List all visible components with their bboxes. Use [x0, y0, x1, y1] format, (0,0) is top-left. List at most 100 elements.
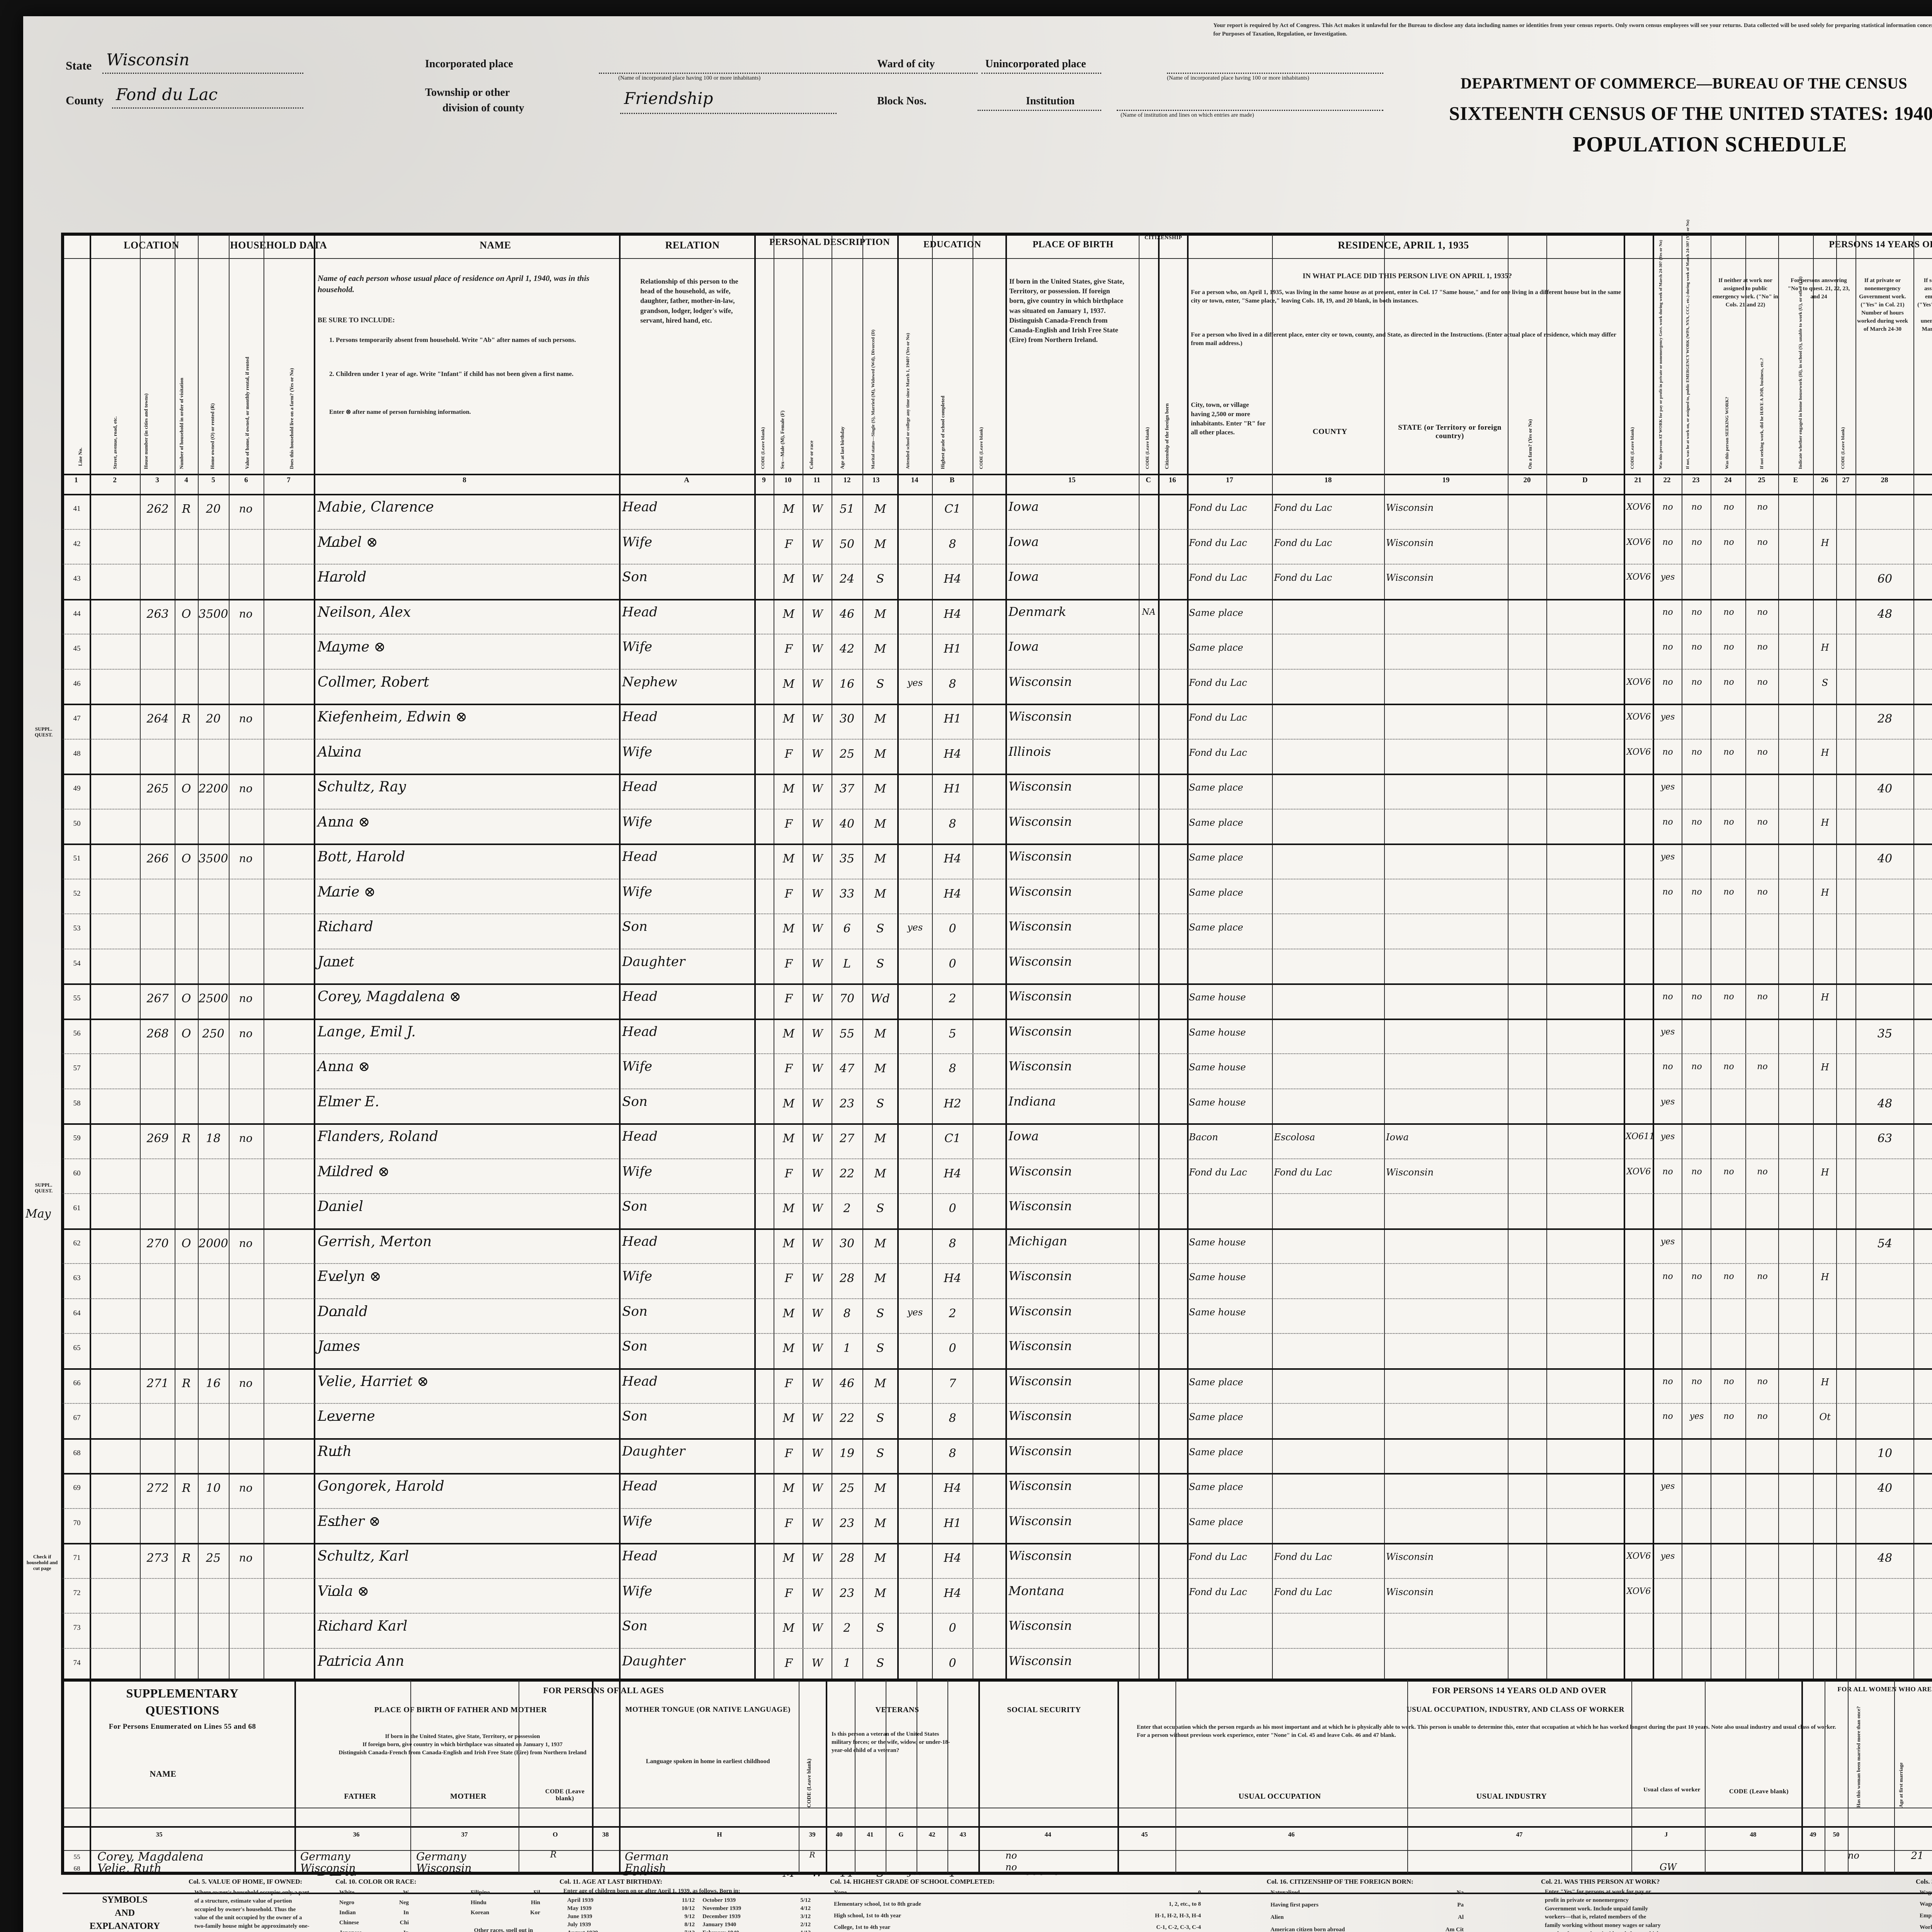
cell-grade: 0	[949, 1621, 956, 1635]
column-number: 2	[113, 476, 117, 484]
household-separator	[63, 774, 1932, 775]
cell-c23: no	[1691, 887, 1702, 897]
cell-name: Lange, Emil J.	[318, 1024, 416, 1040]
supp-usual-occupation: USUAL OCCUPATION	[1238, 1792, 1321, 1801]
header-marital: Marital status—Single (S), Married (M), …	[870, 330, 876, 469]
cell-res-state: Wisconsin	[1386, 572, 1434, 583]
note-item: Naturalized Na	[1270, 1889, 1464, 1896]
cell-res-city: Fond du Lac	[1189, 537, 1247, 548]
cell-c25: no	[1757, 1062, 1768, 1071]
cell-res-state: Wisconsin	[1386, 502, 1434, 513]
cell-birth: Iowa	[1009, 534, 1039, 549]
block-rule	[978, 110, 1101, 111]
cell-sex: M	[782, 922, 795, 935]
cell-c22: yes	[1660, 1027, 1675, 1037]
cell-sex: F	[784, 817, 793, 831]
cell-value: 10	[206, 1481, 221, 1495]
supp-column-rule	[978, 1680, 980, 1873]
cell-sex: M	[782, 502, 795, 516]
cell-age: 51	[839, 502, 855, 516]
supp-column-rule	[1631, 1680, 1632, 1873]
cell-relation: Son	[622, 1199, 648, 1214]
cell-res-county: Fond du Lac	[1274, 1586, 1332, 1597]
cell-color: W	[811, 817, 823, 830]
cell-own: O	[181, 852, 191, 866]
cell-color: W	[811, 1656, 823, 1669]
header-line-no: Line No.	[77, 447, 83, 466]
state-label: State	[66, 59, 92, 72]
cell-name: Bott, Harold	[318, 849, 405, 865]
cell-birth: Wisconsin	[1009, 989, 1072, 1003]
incorporated-note: (Name of incorporated place having 100 o…	[618, 75, 761, 81]
supp-column-number: 45	[1141, 1831, 1148, 1838]
cell-marital: M	[874, 1132, 886, 1145]
ditto-mark: —	[329, 1623, 341, 1636]
cell-c22: no	[1662, 1272, 1673, 1281]
cell-birth: Wisconsin	[1009, 849, 1072, 864]
note-item: Wage or salary worker in private workPW	[1920, 1889, 1932, 1896]
cell-sex: F	[784, 1272, 793, 1285]
cell-sex: F	[784, 887, 793, 901]
supp-cell-mother: Wisconsin	[416, 1862, 472, 1874]
cell-sex: M	[782, 852, 795, 866]
cell-color: W	[811, 747, 823, 760]
cell-age: 46	[839, 607, 855, 621]
supp-name-col: NAME	[150, 1769, 177, 1779]
cell-c24: no	[1723, 1272, 1734, 1281]
note-item: Chinese Chi	[339, 1920, 409, 1926]
cell-name: Neilson, Alex	[318, 604, 411, 620]
cell-c24: no	[1723, 1376, 1734, 1386]
cell-res-county: Escolosa	[1274, 1132, 1315, 1143]
cell-own: O	[181, 1027, 191, 1041]
cell-relation: Wife	[622, 744, 652, 760]
header-emp-forpersons: For persons answering "No" to quest. 21,…	[1787, 277, 1850, 300]
column-number: 26	[1821, 476, 1828, 484]
supp-column-rule	[826, 1680, 827, 1873]
supp-column-number: 47	[1516, 1831, 1523, 1838]
cell-age: 55	[839, 1027, 855, 1041]
column-rule	[229, 234, 230, 1680]
cell-c22: no	[1662, 1062, 1673, 1071]
note-item: Working on own accountOA	[1920, 1924, 1932, 1930]
note-item: White W	[339, 1889, 409, 1896]
note-item: High school, 1st to 4th year H-1, H-2, H-…	[834, 1913, 1201, 1919]
supp-cell-ss: no	[1005, 1850, 1017, 1861]
schedule-title: POPULATION SCHEDULE	[1573, 133, 1847, 156]
cell-color: W	[811, 887, 823, 900]
cell-relation: Nephew	[622, 674, 677, 690]
header-grade: Highest grade of school completed	[940, 396, 946, 469]
township-rule	[620, 113, 837, 114]
cell-sex: M	[782, 1481, 795, 1495]
cell-c24: no	[1723, 1167, 1734, 1177]
cell-grade: 7	[949, 1376, 956, 1390]
cell-res-city: Same place	[1189, 1376, 1243, 1388]
cell-own: O	[181, 992, 191, 1005]
cell-household: 265	[146, 782, 169, 796]
supp-father: FATHER	[344, 1792, 376, 1801]
column-rule	[862, 234, 863, 1680]
column-rule	[1745, 234, 1746, 1680]
note-item: American citizen born abroad Am Cit	[1270, 1927, 1464, 1932]
cell-res-city: Same house	[1189, 1097, 1246, 1108]
cell-c26: H	[1821, 1272, 1829, 1282]
cell-c26: H	[1821, 992, 1829, 1003]
column-number: 22	[1663, 476, 1671, 484]
cell-farm: no	[239, 712, 253, 725]
cell-marital: M	[874, 747, 886, 761]
column-number: 23	[1692, 476, 1700, 484]
supp-column-rule	[592, 1680, 594, 1873]
header-house-no: House number (in cities and towns)	[143, 393, 149, 469]
cell-relation: Wife	[622, 1163, 652, 1179]
line-number-left: 46	[73, 679, 81, 688]
cell-res-county: Fond du Lac	[1274, 537, 1332, 548]
column-rule	[1813, 234, 1814, 1680]
supp-group-social: SOCIAL SECURITY	[1007, 1706, 1081, 1714]
cell-birth: Wisconsin	[1009, 1338, 1072, 1353]
cell-grade: H4	[944, 852, 961, 866]
header-residence-note1: For a person who, on April 1, 1935, was …	[1191, 289, 1621, 304]
header-farm: Does this household live on a farm? (Yes…	[289, 368, 294, 469]
note-col5-body: Where owner's household occupies only a …	[194, 1889, 310, 1932]
column-number: 9	[762, 476, 766, 484]
cell-c23: no	[1691, 677, 1702, 687]
column-number: 21	[1634, 476, 1642, 484]
